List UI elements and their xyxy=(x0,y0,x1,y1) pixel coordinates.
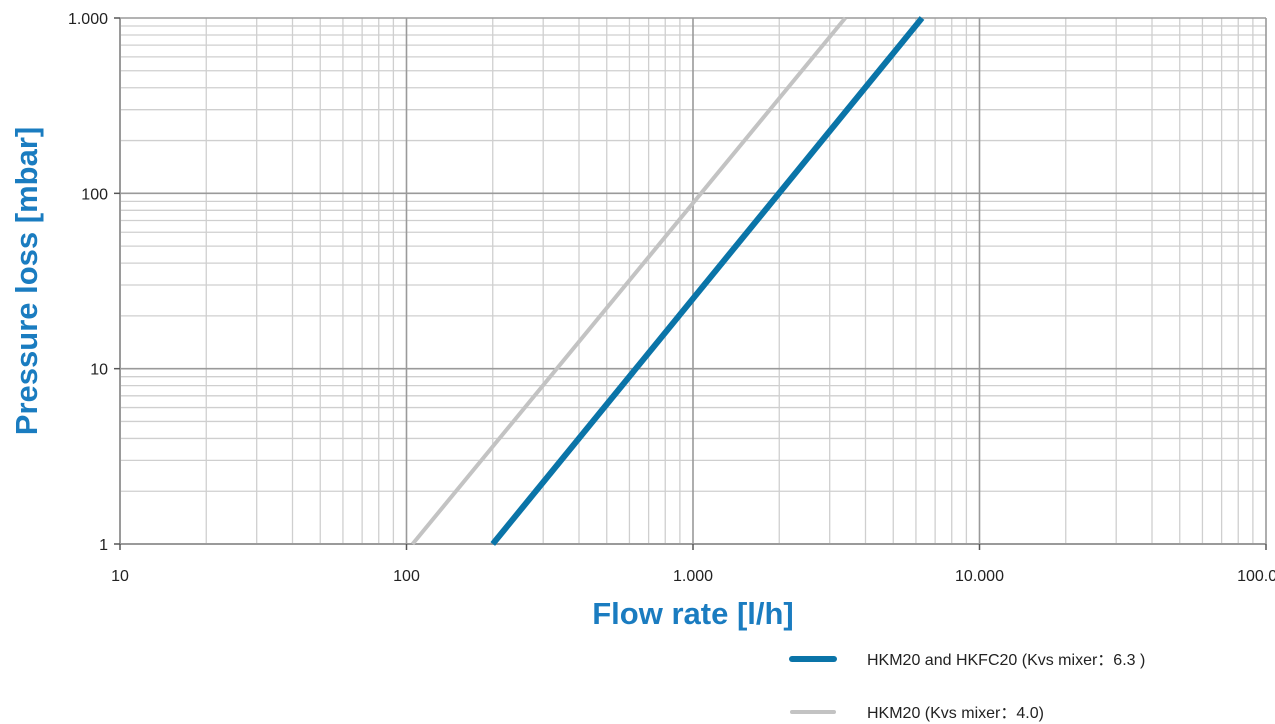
x-tick-label: 1.000 xyxy=(673,568,713,585)
series-line-1 xyxy=(490,16,925,546)
y-tick-label: 10 xyxy=(90,362,108,379)
series-line-2 xyxy=(411,16,847,546)
series-layer xyxy=(411,16,925,546)
grid xyxy=(114,17,1267,550)
x-tick-label: 10.000 xyxy=(955,568,1004,585)
x-tick-labels: 10 100 1.000 10.000 100.000 xyxy=(111,568,1275,585)
legend-label: HKM20 (Kvs mixer：4.0) xyxy=(867,705,1044,722)
y-tick-label: 1.000 xyxy=(68,11,108,28)
legend-label: HKM20 and HKFC20 (Kvs mixer：6.3 ) xyxy=(867,652,1145,669)
y-tick-labels: 1 10 100 1.000 xyxy=(68,11,108,554)
x-tick-label: 10 xyxy=(111,568,129,585)
y-tick-label: 1 xyxy=(99,537,108,554)
legend: HKM20 and HKFC20 (Kvs mixer：6.3 ) HKM20 (… xyxy=(789,652,1145,722)
x-tick-label: 100.000 xyxy=(1237,568,1275,585)
x-tick-label: 100 xyxy=(393,568,420,585)
y-axis-title: Pressure loss [mbar] xyxy=(9,127,44,435)
x-axis-title: Flow rate [l/h] xyxy=(592,596,794,631)
y-tick-label: 100 xyxy=(81,186,108,203)
